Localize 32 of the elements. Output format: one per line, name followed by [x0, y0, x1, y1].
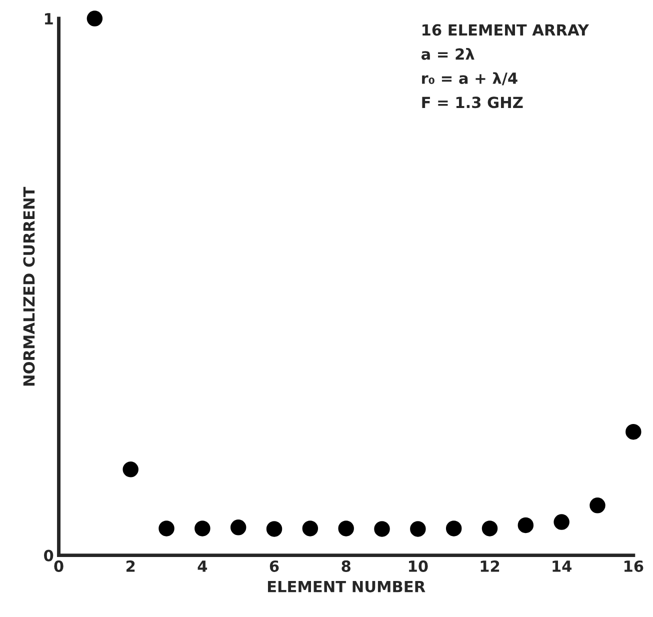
point	[554, 514, 570, 530]
x-tick-label: 2	[126, 560, 135, 572]
x-tick-label: 12	[480, 560, 500, 572]
x-tick-label: 4	[198, 560, 208, 572]
point	[626, 424, 642, 440]
point	[158, 520, 174, 536]
annotation: a = 2λ	[421, 48, 474, 60]
x-tick-label: 0	[54, 560, 64, 572]
point	[302, 520, 318, 536]
y-tick-label: 1	[45, 13, 53, 24]
annotation: r₀ = a + λ/4	[422, 72, 518, 86]
x-tick-label: 6	[270, 560, 279, 572]
point	[194, 520, 210, 536]
x-tick-label: 16	[624, 560, 644, 572]
point	[482, 520, 498, 536]
point	[122, 462, 138, 478]
point	[266, 521, 282, 537]
point	[230, 520, 246, 536]
x-tick-label: 10	[409, 560, 428, 572]
point	[518, 517, 534, 534]
point	[410, 521, 426, 537]
annotation: 16 ELEMENT ARRAY	[422, 24, 590, 36]
point	[446, 520, 462, 536]
point	[86, 10, 103, 26]
point	[374, 521, 390, 537]
annotation: F = 1.3 GHZ	[422, 96, 523, 108]
point	[338, 520, 354, 536]
x-tick-label: 8	[342, 560, 350, 572]
y-axis-title: NORMALIZED CURRENT	[23, 186, 35, 386]
point	[590, 498, 606, 514]
x-axis-title: ELEMENT NUMBER	[268, 580, 426, 592]
x-tick-label: 14	[552, 560, 572, 572]
